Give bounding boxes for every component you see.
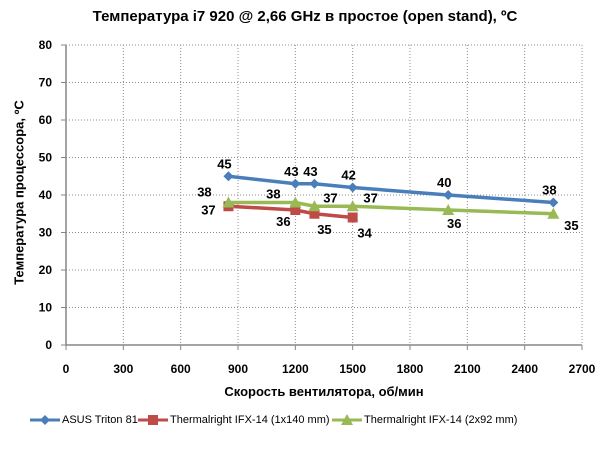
square-marker	[309, 208, 320, 219]
data-label: 37	[323, 190, 337, 205]
diamond-marker	[309, 178, 320, 189]
y-tick-label: 80	[39, 38, 53, 52]
diamond-marker	[347, 182, 358, 193]
chart-title: Температура i7 920 @ 2,66 GHz в простое …	[92, 8, 518, 25]
legend-label: ASUS Triton 81	[62, 414, 138, 426]
legend-item: Thermalright IFX-14 (2x92 mm)	[332, 413, 517, 427]
series-line	[228, 200, 554, 216]
y-tick-label: 30	[39, 226, 53, 240]
y-tick-label: 10	[39, 301, 53, 315]
triangle-marker	[222, 196, 235, 208]
series-2: 38 38 37 37 36 35	[197, 185, 578, 233]
plot-area: 0 10 20 30 40 50 60 70 80 0 300 600 900 1200 1500 1800 2…	[39, 38, 596, 376]
triangle-marker	[346, 200, 359, 212]
series-line	[228, 174, 554, 205]
data-label: 36	[276, 214, 290, 229]
x-tick-label: 300	[113, 362, 133, 376]
series-1: 37 36 35 34	[201, 201, 373, 241]
y-tick-label: 60	[39, 113, 53, 127]
legend-item: Thermalright IFX-14 (1x140 mm)	[138, 413, 330, 427]
y-tick-label: 0	[45, 338, 52, 352]
triangle-marker	[442, 204, 455, 215]
legend-label: Thermalright IFX-14 (2x92 mm)	[364, 414, 518, 426]
data-label: 35	[564, 218, 578, 233]
diamond-marker	[548, 197, 559, 208]
x-axis-label: Скорость вентилятора, об/мин	[224, 384, 424, 399]
series-0: 45 43 43 42 40 38	[217, 156, 559, 208]
data-label: 37	[201, 202, 215, 217]
y-tick-label: 20	[39, 263, 53, 277]
legend: ASUS Triton 81 Thermalright IFX-14 (1x140…	[0, 413, 610, 433]
diamond-marker	[443, 190, 454, 200]
diamond-marker	[223, 171, 234, 182]
square-marker	[290, 205, 301, 215]
data-label: 40	[437, 175, 451, 190]
data-label: 38	[266, 187, 280, 202]
legend-label: Thermalright IFX-14 (1x140 mm)	[170, 414, 330, 426]
square-marker	[347, 212, 358, 223]
triangle-marker	[308, 200, 321, 212]
x-tick-label: 900	[228, 362, 248, 376]
triangle-legend-icon	[332, 414, 362, 425]
data-label: 42	[341, 168, 355, 183]
diamond-marker	[290, 178, 301, 189]
square-marker	[148, 415, 158, 425]
diamond-legend-icon	[30, 415, 60, 425]
data-label: 38	[197, 185, 211, 200]
y-tick-label: 50	[39, 151, 53, 165]
x-tick-label: 1500	[339, 362, 366, 376]
triangle-marker	[547, 207, 560, 219]
data-label: 38	[542, 183, 556, 198]
y-tick-label: 70	[39, 76, 53, 90]
data-label: 37	[363, 190, 377, 205]
x-tick-label: 2400	[511, 362, 538, 376]
triangle-marker	[341, 414, 353, 425]
data-label: 43	[303, 164, 317, 179]
triangle-marker	[289, 196, 302, 208]
x-tick-label: 1200	[282, 362, 309, 376]
data-label: 45	[217, 156, 231, 171]
x-tick-label: 2100	[454, 362, 481, 376]
x-tick-label: 2700	[569, 362, 596, 376]
legend-item: ASUS Triton 81	[30, 413, 138, 427]
data-label: 43	[284, 164, 298, 179]
data-label: 34	[357, 226, 372, 241]
diamond-marker	[40, 415, 50, 425]
x-tick-label: 0	[63, 362, 70, 376]
square-legend-icon	[138, 415, 168, 425]
data-label: 36	[447, 216, 461, 231]
series-line	[228, 204, 353, 220]
y-tick-label: 40	[39, 188, 53, 202]
x-tick-label: 600	[171, 362, 191, 376]
x-tick-label: 1800	[397, 362, 424, 376]
data-label: 35	[317, 222, 331, 237]
